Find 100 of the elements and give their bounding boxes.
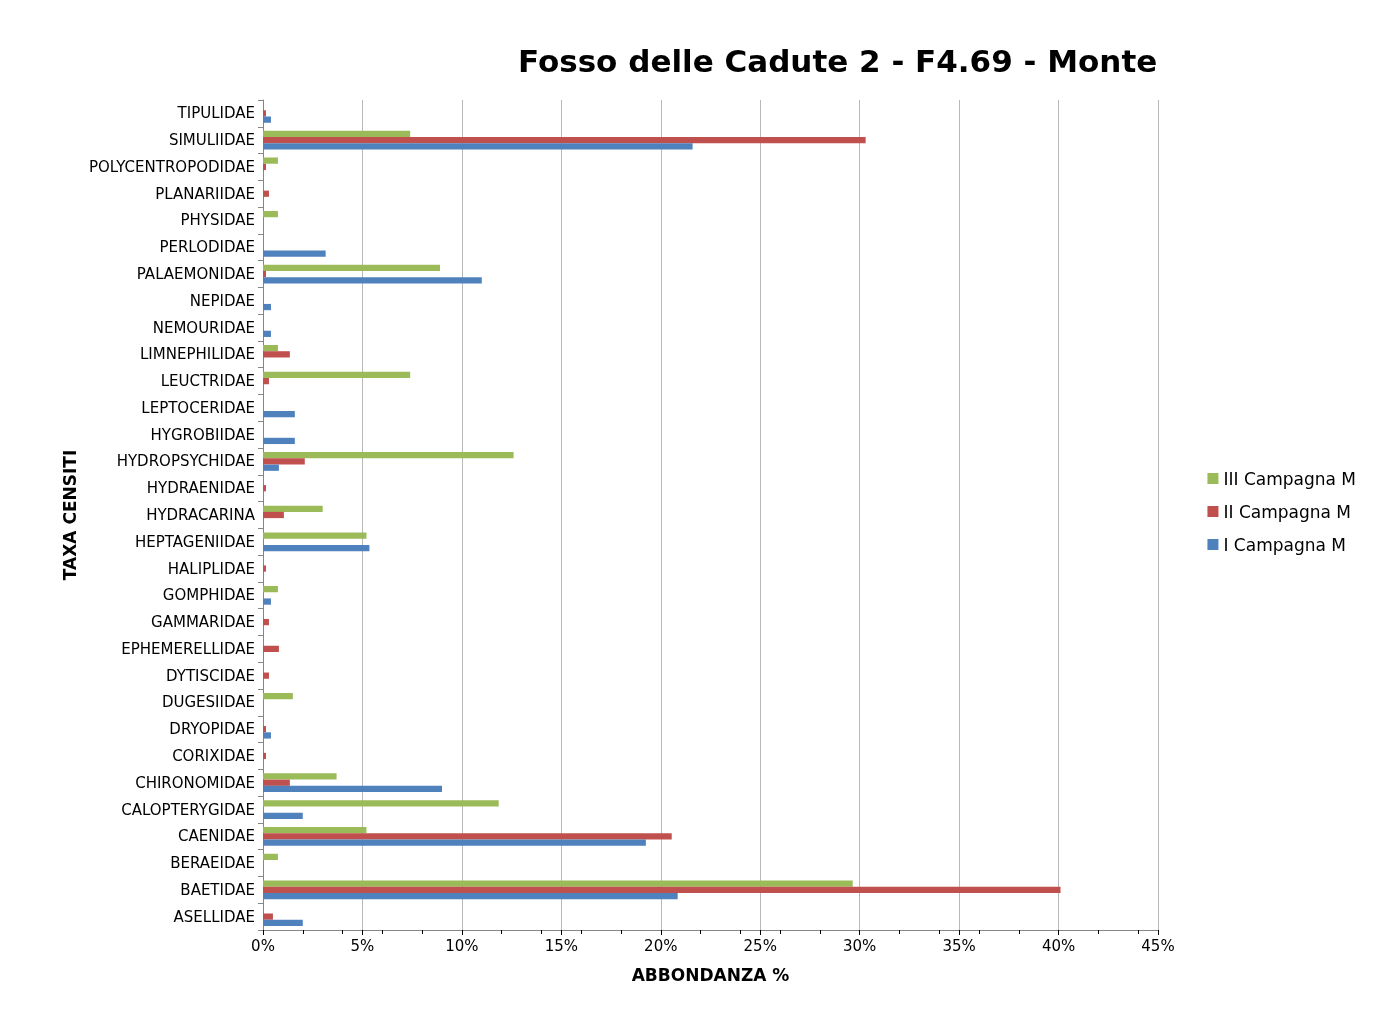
bar <box>263 351 290 358</box>
bar <box>263 645 279 652</box>
x-tick-label: 20% <box>644 936 678 955</box>
bar <box>263 618 269 626</box>
legend-label: III Campagna M <box>1223 468 1357 489</box>
bar <box>263 458 305 465</box>
bar <box>263 116 271 123</box>
y-tick-label: CORIXIDAE <box>172 746 255 765</box>
bar <box>263 913 273 920</box>
y-tick-label: HYDROPSYCHIDAE <box>116 452 255 471</box>
bar <box>263 773 337 780</box>
bar <box>263 585 278 593</box>
bar <box>263 411 295 418</box>
y-tick-label: HYGROBIIDAE <box>150 425 255 444</box>
y-tick-label: LEPTOCERIDAE <box>141 398 255 417</box>
y-tick-label: NEMOURIDAE <box>152 318 255 337</box>
bar <box>263 544 370 552</box>
y-tick-label: TIPULIDAE <box>176 104 255 123</box>
bar <box>263 344 278 352</box>
bar <box>263 190 269 197</box>
bar <box>263 839 646 846</box>
y-tick-label: HYDRAENIDAE <box>146 479 255 498</box>
y-tick-label: HALIPLIDAE <box>167 559 255 578</box>
bar <box>263 919 303 926</box>
y-tick-label: DRYOPIDAE <box>169 720 255 739</box>
legend-label: I Campagna M <box>1223 534 1346 555</box>
bar <box>263 752 266 760</box>
chart-title: Fosso delle Cadute 2 - F4.69 - Monte <box>518 42 1158 79</box>
y-tick-label: ASELLIDAE <box>173 907 255 926</box>
bar <box>263 452 514 459</box>
bar <box>263 726 266 733</box>
bar <box>263 826 367 834</box>
y-tick-label: BERAEIDAE <box>170 854 255 873</box>
bar <box>263 732 271 739</box>
bar <box>263 110 266 117</box>
bar <box>263 303 271 311</box>
bar <box>263 812 303 819</box>
y-tick-label: GAMMARIDAE <box>151 613 255 632</box>
bar <box>263 505 323 512</box>
bar <box>263 892 678 900</box>
y-tick-label: DUGESIIDAE <box>161 693 255 712</box>
bar <box>263 779 290 786</box>
bar <box>263 437 295 445</box>
y-tick-label: PERLODIDAE <box>159 238 255 257</box>
bar <box>263 800 499 807</box>
bar <box>263 270 266 278</box>
x-tick-label: 30% <box>842 936 877 955</box>
bar <box>263 693 293 700</box>
y-tick-label: CAENIDAE <box>178 827 255 846</box>
bar <box>263 886 1061 893</box>
bar <box>263 880 853 887</box>
x-tick-label: 35% <box>942 936 976 955</box>
bar <box>263 672 269 679</box>
bar <box>263 163 266 171</box>
x-tick-label: 0% <box>251 936 275 955</box>
x-axis-title: ABBONDANZA % <box>631 964 790 985</box>
x-tick-label: 45% <box>1141 936 1175 955</box>
y-tick-label: NEPIDAE <box>189 291 255 310</box>
bar <box>263 464 279 471</box>
bar <box>263 833 672 840</box>
y-tick-label: CALOPTERYGIDAE <box>121 800 255 819</box>
y-tick-label: HYDRACARINA <box>146 506 256 524</box>
bar <box>263 211 278 218</box>
y-tick-label: POLYCENTROPODIDAE <box>89 157 255 176</box>
bar <box>263 277 482 284</box>
x-tick-label: 5% <box>350 936 375 955</box>
y-tick-label: PALAEMONIDAE <box>136 265 255 284</box>
bar <box>263 485 266 492</box>
legend-label: II Campagna M <box>1223 501 1351 522</box>
bar <box>263 565 266 572</box>
x-tick-label: 15% <box>544 936 579 955</box>
bar <box>263 143 693 150</box>
bar <box>263 371 411 379</box>
bar <box>263 157 278 164</box>
y-tick-label: CHIRONOMIDAE <box>135 773 255 792</box>
y-tick-label: LIMNEPHILIDAE <box>140 345 255 364</box>
bar <box>263 130 411 138</box>
y-tick-label: SIMULIIDAE <box>168 131 255 150</box>
bar <box>263 250 326 257</box>
bar <box>263 532 367 539</box>
x-tick-label: 10% <box>445 936 479 955</box>
bar <box>263 137 866 144</box>
y-tick-label: PHYSIDAE <box>180 211 255 230</box>
y-tick-label: BAETIDAE <box>180 880 255 899</box>
bar <box>263 598 271 605</box>
y-tick-label: HEPTAGENIIDAE <box>135 532 255 551</box>
bar <box>263 785 442 793</box>
y-tick-label: DYTISCIDAE <box>166 666 255 685</box>
bar <box>263 330 271 337</box>
y-tick-label: PLANARIIDAE <box>155 184 255 203</box>
y-axis-title: TAXA CENSITI <box>59 449 80 581</box>
y-tick-label: GOMPHIDAE <box>162 586 255 605</box>
y-tick-label: LEUCTRIDAE <box>160 372 255 391</box>
x-tick-label: 40% <box>1041 936 1076 955</box>
y-tick-label: EPHEMERELLIDAE <box>121 639 255 658</box>
bar <box>263 264 441 271</box>
bar <box>263 853 278 860</box>
bar <box>263 511 284 519</box>
bar <box>263 378 269 385</box>
x-tick-label: 25% <box>743 936 777 955</box>
